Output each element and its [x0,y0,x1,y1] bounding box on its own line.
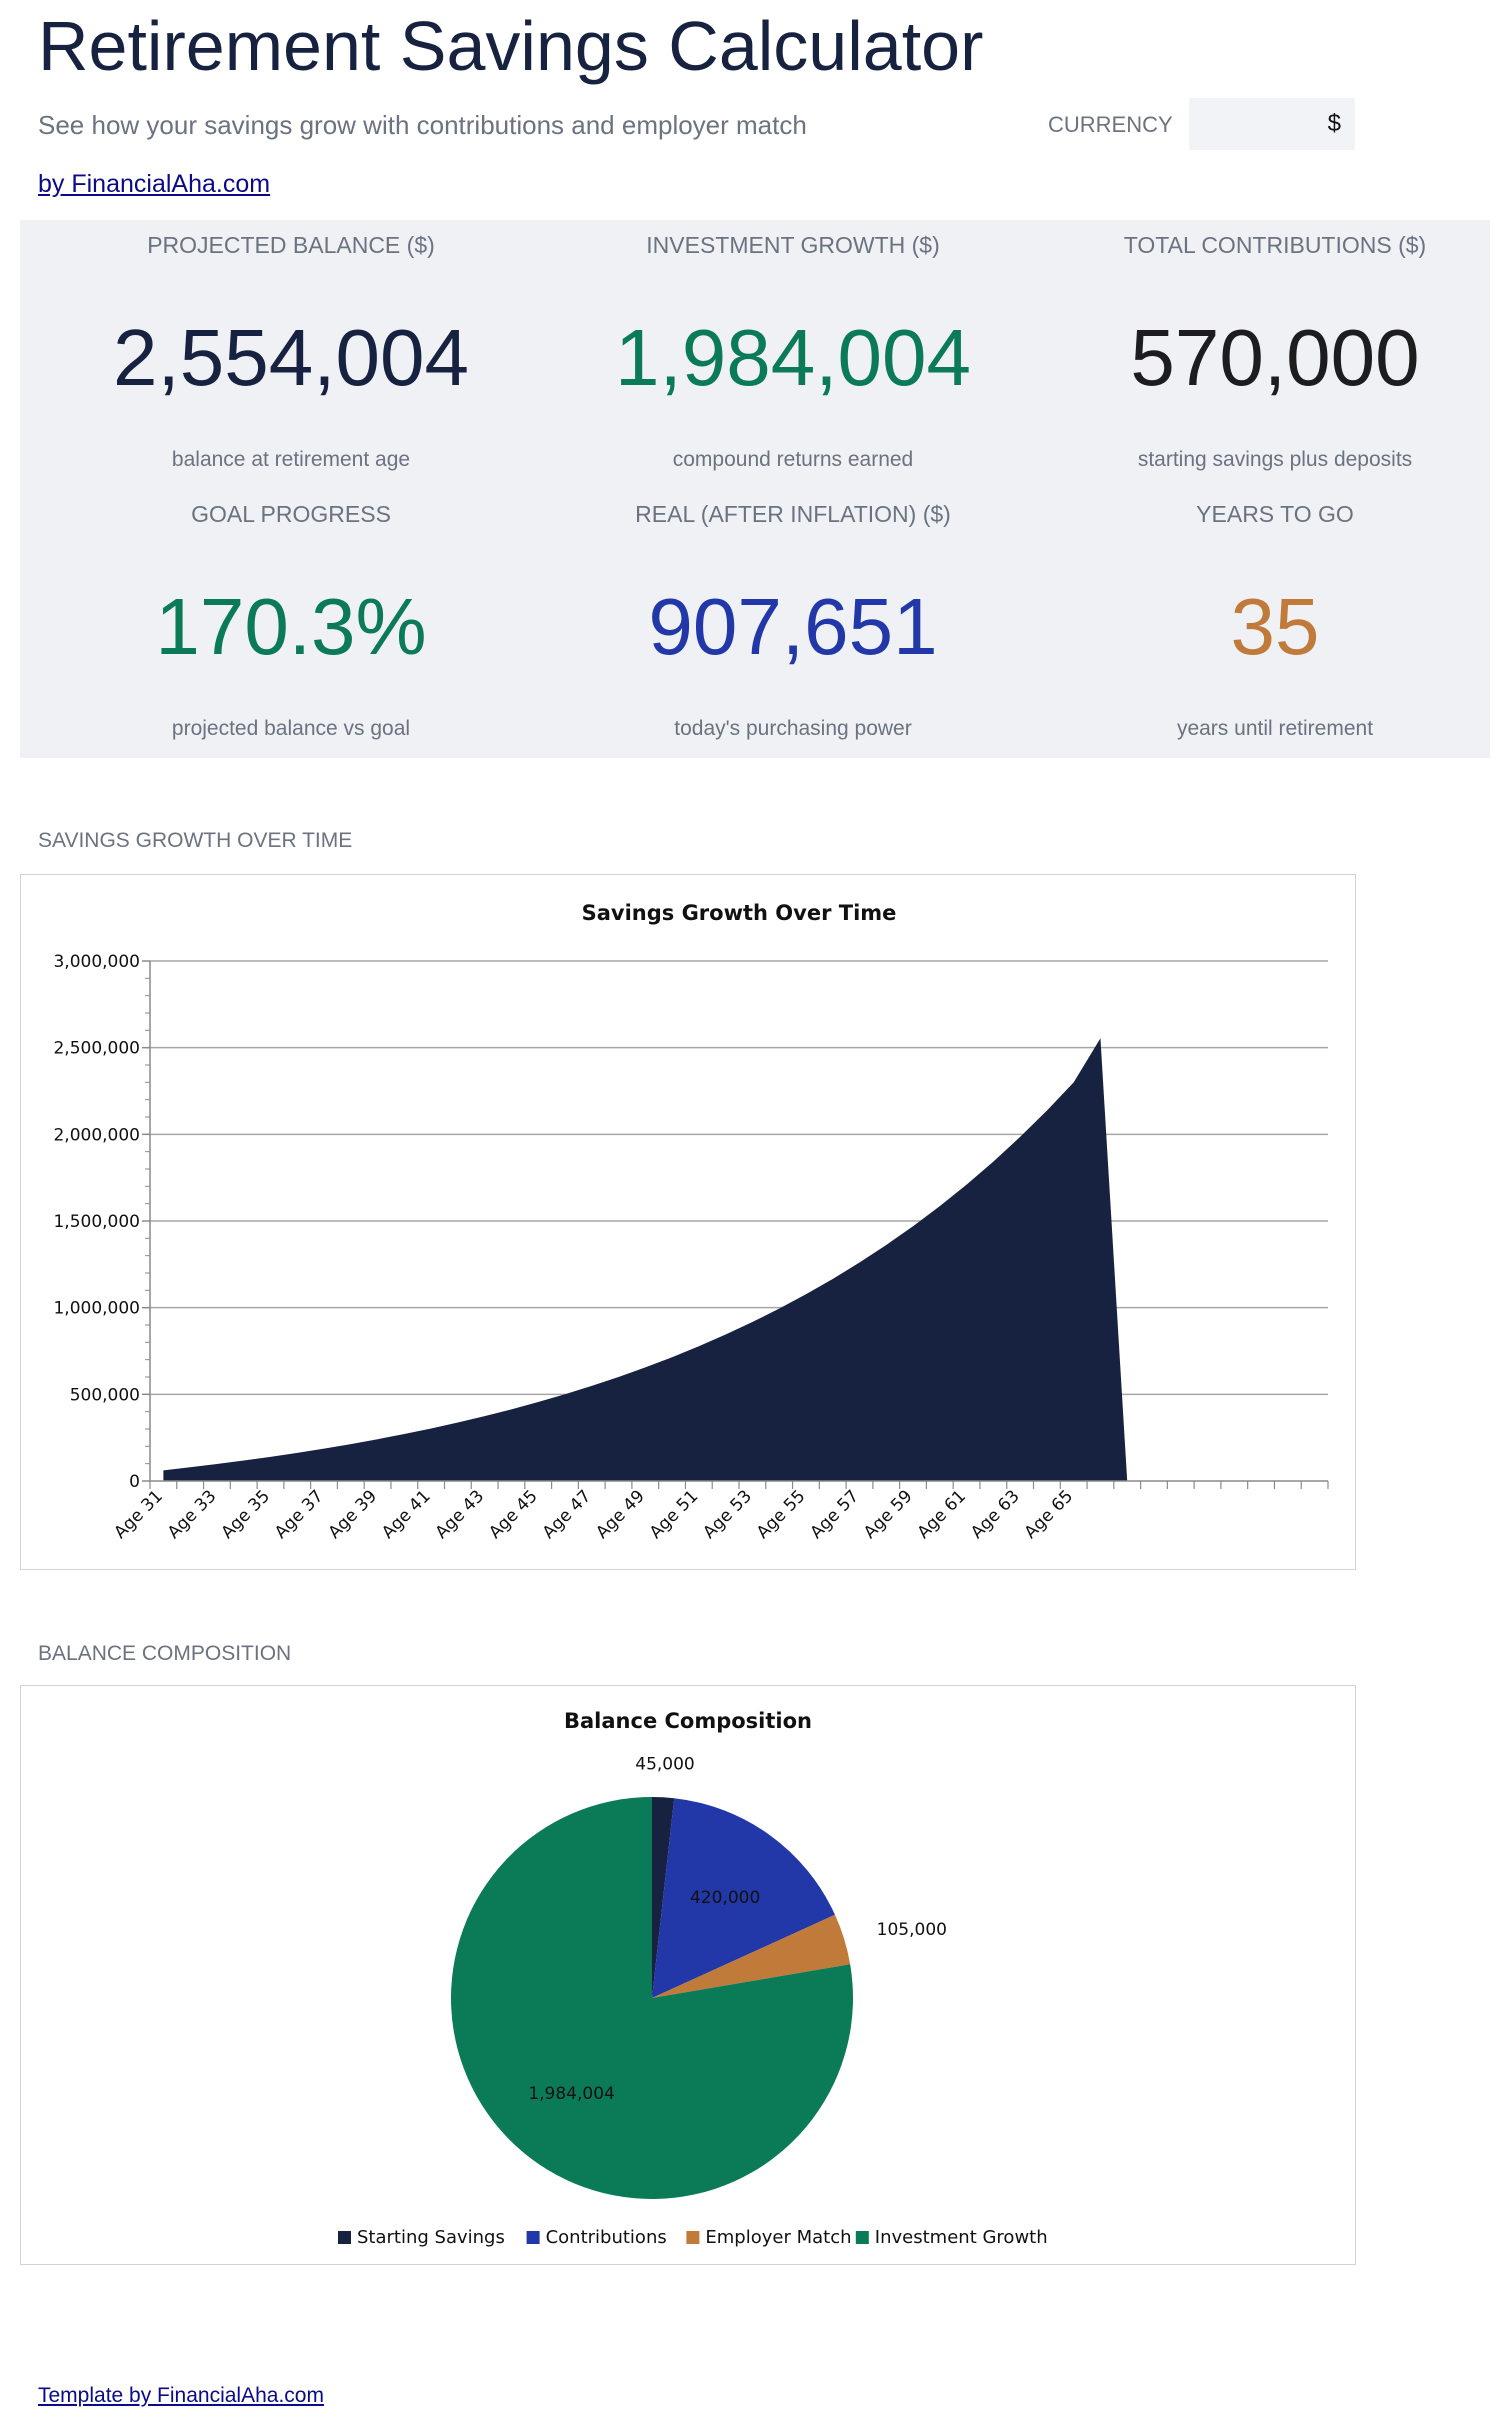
x-tick-label: Age 37 [271,1486,328,1543]
pie-data-label: 1,984,004 [528,2084,615,2104]
legend-swatch [686,2231,700,2244]
growth-chart-container: Savings Growth Over Time 0 500,000 1,000,00… [20,874,1356,1570]
x-tick-label: Age 63 [967,1486,1024,1543]
chart-title: Balance Composition [564,1709,812,1733]
footer-template-link[interactable]: Template by FinancialAha.com [38,2384,324,2407]
x-tick-label: Age 35 [217,1486,274,1543]
kpi-real-after-inflation: REAL (AFTER INFLATION) ($) 907,651 today… [550,489,1036,758]
kpi-value: 570,000 [1130,313,1420,402]
legend-label: Starting Savings [357,2227,505,2248]
pie-slice [652,1914,851,1998]
y-tick-label: 3,000,000 [53,952,140,972]
kpi-label: INVESTMENT GROWTH ($) [646,232,940,258]
kpi-label: YEARS TO GO [1196,501,1354,527]
kpi-value: 2,554,004 [113,313,469,402]
currency-input[interactable] [1189,98,1355,150]
section-label-composition: BALANCE COMPOSITION [38,1642,292,1665]
chart-title: Savings Growth Over Time [582,901,897,925]
x-tick-label: Age 55 [753,1486,810,1543]
pie-slice [652,1798,835,1998]
pie-data-label: 105,000 [877,1920,947,1940]
kpi-subtext: years until retirement [1176,717,1374,740]
x-tick-label: Age 59 [860,1486,917,1543]
kpi-label: TOTAL CONTRIBUTIONS ($) [1123,232,1427,258]
x-tick-label: Age 31 [110,1486,167,1543]
legend-label: Contributions [546,2227,667,2248]
kpi-value: 1,984,004 [615,313,971,402]
kpi-years-to-go: YEARS TO GO 35 years until retirement [1032,489,1505,758]
kpi-label: GOAL PROGRESS [191,501,391,527]
page-subtitle: See how your savings grow with contribut… [38,110,807,140]
legend-swatch [855,2231,869,2244]
x-tick-label: Age 33 [164,1486,221,1543]
x-tick-label: Age 51 [646,1486,703,1543]
kpi-investment-growth: INVESTMENT GROWTH ($) 1,984,004 compound… [550,220,1036,489]
pie-data-label: 420,000 [690,1888,760,1908]
y-tick-label: 0 [129,1472,140,1492]
kpi-subtext: starting savings plus deposits [1137,448,1413,471]
currency-label: CURRENCY [1048,112,1173,137]
area-series [163,1038,1128,1481]
by-financialaha-link[interactable]: by FinancialAha.com [38,170,271,198]
kpi-projected-balance: PROJECTED BALANCE ($) 2,554,004 balance … [48,220,534,489]
legend-swatch [526,2231,540,2244]
x-tick-label: Age 57 [806,1486,863,1543]
pie-slice [450,1797,853,2199]
composition-chart-container: Balance Composition 45,000 420,000 105,000 1… [20,1685,1356,2265]
x-tick-label: Age 61 [914,1486,971,1543]
y-tick-label: 500,000 [70,1385,140,1405]
y-tick-label: 2,500,000 [53,1039,140,1059]
x-tick-label: Age 47 [539,1486,596,1543]
kpi-goal-progress: GOAL PROGRESS 170.3% projected balance v… [48,489,534,758]
kpi-subtext: projected balance vs goal [171,717,411,740]
kpi-label: REAL (AFTER INFLATION) ($) [635,501,951,527]
legend-label: Employer Match [705,2227,851,2248]
kpi-total-contributions: TOTAL CONTRIBUTIONS ($) 570,000 starting… [1032,220,1505,489]
x-tick-label: Age 39 [325,1486,382,1543]
x-tick-label: Age 45 [485,1486,542,1543]
kpi-subtext: today's purchasing power [674,717,912,740]
y-tick-label: 1,000,000 [53,1299,140,1319]
y-tick-label: 1,500,000 [53,1212,140,1232]
legend-label: Investment Growth [875,2227,1048,2248]
growth-chart: Savings Growth Over Time 0 500,000 1,000,00… [53,901,1329,1543]
page-title: Retirement Savings Calculator [38,7,984,85]
legend-swatch [338,2231,351,2244]
section-label-growth: SAVINGS GROWTH OVER TIME [38,829,353,852]
pie-data-label: 45,000 [635,1754,694,1774]
kpi-panel: PROJECTED BALANCE ($) 2,554,004 balance … [20,220,1490,758]
pie-slice [652,1797,675,1998]
x-tick-label: Age 65 [1021,1486,1078,1543]
composition-chart: Balance Composition 45,000 420,000 105,000 1… [338,1709,1048,2248]
kpi-subtext: compound returns earned [672,448,914,471]
x-tick-label: Age 41 [378,1486,435,1543]
y-tick-label: 2,000,000 [53,1125,140,1145]
kpi-value: 35 [1230,582,1320,671]
kpi-value: 907,651 [648,582,938,671]
x-tick-label: Age 43 [432,1486,489,1543]
kpi-label: PROJECTED BALANCE ($) [147,232,435,258]
x-tick-label: Age 49 [592,1486,649,1543]
kpi-value: 170.3% [155,582,427,671]
x-tick-label: Age 53 [699,1486,756,1543]
kpi-subtext: balance at retirement age [171,448,411,471]
